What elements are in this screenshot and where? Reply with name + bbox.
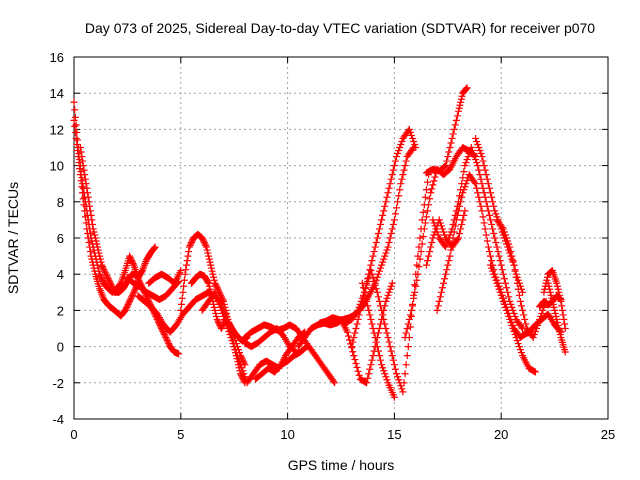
series-sat16 (348, 171, 433, 396)
series-markers (70, 116, 142, 320)
series-markers (241, 325, 300, 356)
y-tick-label: -4 (52, 412, 64, 427)
series-sat19 (422, 84, 471, 177)
y-tick-label: 4 (57, 267, 64, 282)
series-sat12 (252, 343, 311, 383)
y-axis-label: SDTVAR / TECUs (5, 182, 21, 294)
series-sat22 (433, 171, 531, 342)
series-sat9 (198, 288, 309, 387)
series-sat20 (429, 144, 527, 332)
x-tick-label: 5 (177, 427, 184, 442)
series-markers (187, 270, 251, 345)
series-sat8 (187, 270, 251, 345)
x-tick-label: 15 (387, 427, 401, 442)
series-markers (252, 343, 311, 383)
series-markers (536, 292, 565, 311)
series-sat17 (358, 279, 398, 401)
x-tick-label: 10 (280, 427, 294, 442)
axis-ticks: 0 5 10 15 20 25 -4 -2 0 2 4 6 8 10 12 14 16 (50, 50, 616, 442)
series-markers (493, 216, 527, 296)
series-markers (544, 279, 569, 356)
series-sat2 (70, 116, 142, 320)
series-markers (358, 279, 398, 401)
plot-frame (73, 56, 609, 420)
series-sat24 (487, 261, 539, 376)
series-sat25 (493, 216, 527, 296)
y-tick-label: 6 (57, 231, 64, 246)
chart-title: Day 073 of 2025, Sidereal Day-to-day VTE… (85, 20, 595, 36)
data-points (70, 84, 569, 401)
x-tick-label: 20 (494, 427, 508, 442)
series-sat27 (536, 292, 565, 311)
series-sat11 (241, 325, 300, 356)
series-markers (429, 144, 527, 332)
series-markers (145, 267, 185, 287)
y-tick-label: 0 (57, 340, 64, 355)
x-tick-label: 0 (70, 427, 77, 442)
y-tick-label: 12 (50, 122, 64, 137)
y-tick-label: -2 (52, 376, 64, 391)
series-markers (422, 84, 471, 177)
y-tick-label: 2 (57, 303, 64, 318)
series-markers (198, 288, 309, 387)
y-tick-label: 8 (57, 195, 64, 210)
series-markers (348, 171, 433, 396)
series-sat5 (145, 267, 185, 287)
x-axis-label: GPS time / hours (288, 457, 395, 473)
series-markers (487, 261, 539, 376)
y-tick-label: 16 (50, 50, 64, 65)
y-tick-label: 10 (50, 159, 64, 174)
series-sat29 (544, 279, 569, 356)
series-markers (519, 310, 565, 340)
y-tick-label: 14 (50, 86, 64, 101)
x-tick-label: 25 (601, 427, 615, 442)
series-markers (123, 274, 183, 304)
series-sat4 (123, 274, 183, 304)
series-sat26 (519, 310, 565, 340)
series-markers (433, 171, 531, 342)
